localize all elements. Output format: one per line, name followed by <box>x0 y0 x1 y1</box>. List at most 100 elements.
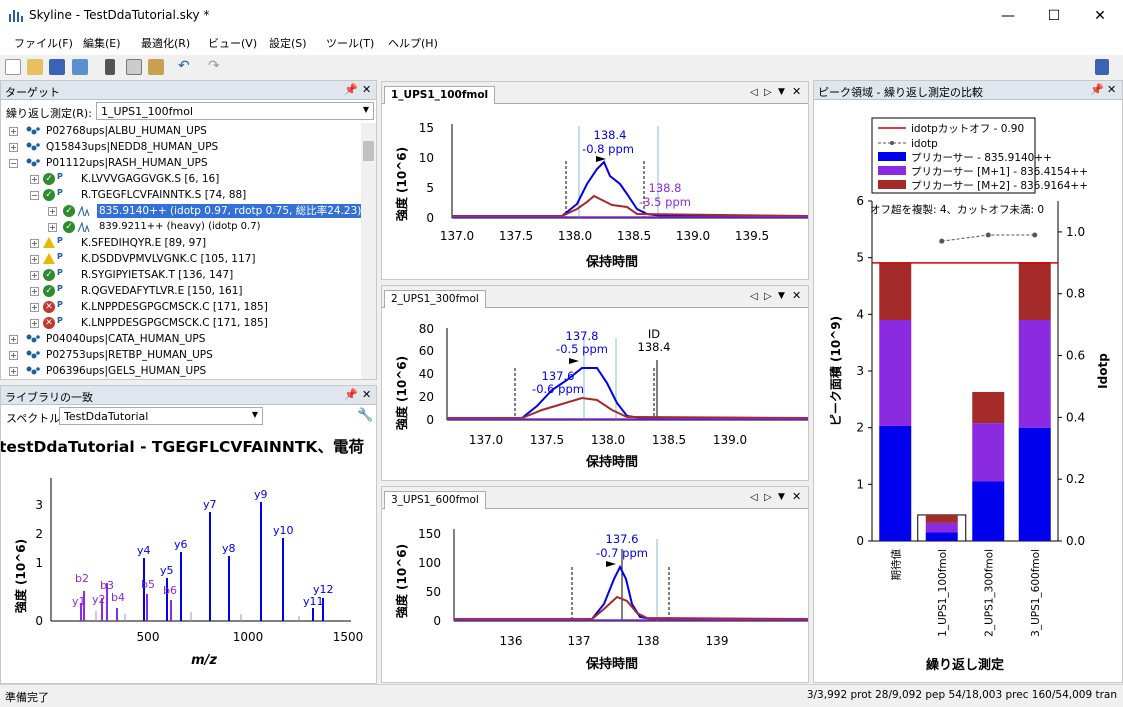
peak-annotation: 137.6 <box>542 369 575 383</box>
expand-icon[interactable]: + <box>9 143 18 152</box>
pin-icon[interactable]: 📌 <box>344 83 358 96</box>
tree-row-precursor[interactable]: + ✓ 839.9211++ (heavy) (idotp 0.7) <box>1 219 361 235</box>
nav-right-icon[interactable]: ▷ <box>764 492 772 503</box>
panel-close-icon[interactable]: ✕ <box>362 83 372 96</box>
expand-icon[interactable]: + <box>30 239 39 248</box>
menu-edit[interactable]: 編集(E) <box>83 37 121 50</box>
expand-icon[interactable]: + <box>9 127 18 136</box>
cutoff-note: オフ超を複製: 4、カットオフ未満: 0 <box>870 203 1044 216</box>
pin-icon[interactable]: 📌 <box>344 388 358 401</box>
panel-close-icon[interactable]: ✕ <box>362 388 372 401</box>
spectrum-select[interactable]: TestDdaTutorial ▼ <box>59 407 263 425</box>
expand-icon[interactable]: + <box>30 255 39 264</box>
expand-icon[interactable]: + <box>9 335 18 344</box>
target-tree[interactable]: + P02768ups|ALBU_HUMAN_UPS + Q15843ups|NED… <box>1 123 361 379</box>
tree-scrollbar[interactable] <box>361 123 376 379</box>
nav-right-icon[interactable]: ▷ <box>764 291 772 302</box>
ytick: 15 <box>419 121 434 135</box>
menu-refine[interactable]: 最適化(R) <box>141 37 191 50</box>
menu-bar: ファイル(F) 編集(E) 最適化(R) ビュー(V) 設定(S) ツール(T)… <box>0 31 1123 55</box>
scroll-thumb[interactable] <box>363 141 374 161</box>
tree-row-peptide[interactable]: + ✓ P R.QGVEDAFYTLVR.E [150, 161] <box>1 283 361 299</box>
nav-left-icon[interactable]: ◁ <box>750 291 758 302</box>
expand-icon[interactable]: + <box>48 207 57 216</box>
wrench-icon[interactable]: 🔧 <box>357 408 374 423</box>
expand-icon[interactable]: + <box>30 287 39 296</box>
bar-segment <box>1018 320 1051 428</box>
panel-close-icon[interactable]: ✕ <box>792 490 802 503</box>
nav-left-icon[interactable]: ◁ <box>750 492 758 503</box>
peak-annotation: 137.6 <box>606 532 639 546</box>
expand-icon[interactable]: + <box>48 223 57 232</box>
collapse-icon[interactable]: − <box>30 191 39 200</box>
new-file-icon[interactable] <box>5 59 21 75</box>
expand-icon[interactable]: + <box>9 351 18 360</box>
y2tick: 1.0 <box>1066 225 1085 239</box>
tree-row-peptide[interactable]: + ✕ P K.LNPPDESGPGCMSCK.C [171, 185] <box>1 299 361 315</box>
copy-icon[interactable] <box>126 59 142 75</box>
tree-row-protein[interactable]: + P06396ups|GELS_HUMAN_UPS <box>1 363 361 379</box>
panel-close-icon[interactable]: ✕ <box>1107 83 1117 96</box>
spectrum-chart: testDdaTutorial - TGEGFLCVFAINNTK、電荷 強度 … <box>1 438 364 668</box>
menu-settings[interactable]: 設定(S) <box>269 37 307 50</box>
panel-close-icon[interactable]: ✕ <box>792 85 802 98</box>
legend-swatch-m1 <box>878 166 906 175</box>
tree-row-peptide[interactable]: − ✓ P R.TGEGFLCVFAINNTK.S [74, 88] <box>1 187 361 203</box>
tab-1-ups1-100fmol[interactable]: 1_UPS1_100fmol <box>384 86 496 104</box>
tree-row-peptide[interactable]: + ✕ P K.LNPPDESGPGCMSCK.C [171, 185] <box>1 315 361 331</box>
library-title: ライブラリの一致 <box>5 391 93 404</box>
tree-row-protein[interactable]: + P02768ups|ALBU_HUMAN_UPS <box>1 123 361 139</box>
tree-row-peptide[interactable]: + ✓ P K.LVVVGAGGVGK.S [6, 16] <box>1 171 361 187</box>
tab-3-ups1-600fmol[interactable]: 3_UPS1_600fmol <box>384 491 486 509</box>
integrate-icon[interactable] <box>1095 59 1109 75</box>
ion-label: y7 <box>203 498 217 511</box>
chevron-down-icon[interactable]: ▼ <box>778 87 785 97</box>
bar-segment <box>879 320 912 426</box>
tree-row-precursor-selected[interactable]: + ✓ 835.9140++ (idotp 0.97, rdotp 0.75, 総比… <box>1 203 361 219</box>
ytick: 1 <box>856 477 864 491</box>
expand-icon[interactable]: + <box>30 319 39 328</box>
expand-icon[interactable]: + <box>30 303 39 312</box>
menu-help[interactable]: ヘルプ(H) <box>388 37 438 50</box>
tree-row-protein[interactable]: − P01112ups|RASH_HUMAN_UPS <box>1 155 361 171</box>
publish-icon[interactable] <box>72 59 88 75</box>
nav-right-icon[interactable]: ▷ <box>764 87 772 98</box>
minimize-button[interactable]: — <box>1001 7 1015 24</box>
chevron-down-icon[interactable]: ▼ <box>778 291 785 301</box>
cut-icon[interactable] <box>105 59 115 75</box>
redo-icon[interactable]: ↷ <box>208 58 220 74</box>
panel-close-icon[interactable]: ✕ <box>792 289 802 302</box>
expand-icon[interactable]: + <box>30 175 39 184</box>
undo-icon[interactable]: ↶ <box>178 58 190 74</box>
chromatogram-panel-1: 1_UPS1_100fmol ◁ ▷ ▼ ✕ 強度 (10^6) 0 5 10 … <box>381 81 809 280</box>
chevron-down-icon[interactable]: ▼ <box>778 492 785 502</box>
paste-icon[interactable] <box>148 59 164 75</box>
chevron-down-icon: ▼ <box>251 410 258 419</box>
tree-row-peptide[interactable]: + ✓ P R.SYGIPYIETSAK.T [136, 147] <box>1 267 361 283</box>
warning-icon <box>43 237 55 248</box>
tree-row-protein[interactable]: + P02753ups|RETBP_HUMAN_UPS <box>1 347 361 363</box>
ion-label: y2 <box>92 593 106 606</box>
replicate-select[interactable]: 1_UPS1_100fmol ▼ <box>96 102 374 120</box>
maximize-button[interactable]: ☐ <box>1047 7 1061 24</box>
tab-2-ups1-300fmol[interactable]: 2_UPS1_300fmol <box>384 290 486 308</box>
menu-tools[interactable]: ツール(T) <box>326 37 375 50</box>
ytick: 100 <box>418 556 441 570</box>
expand-icon[interactable]: + <box>30 271 39 280</box>
toolbar <box>0 55 1123 79</box>
tree-row-protein[interactable]: + P04040ups|CATA_HUMAN_UPS <box>1 331 361 347</box>
nav-left-icon[interactable]: ◁ <box>750 87 758 98</box>
save-icon[interactable] <box>49 59 65 75</box>
menu-file[interactable]: ファイル(F) <box>14 37 73 50</box>
close-button[interactable]: ✕ <box>1094 7 1106 24</box>
pin-icon[interactable]: 📌 <box>1090 83 1104 96</box>
menu-view[interactable]: ビュー(V) <box>208 37 258 50</box>
collapse-icon[interactable]: − <box>9 159 18 168</box>
tree-row-protein[interactable]: + Q15843ups|NEDD8_HUMAN_UPS <box>1 139 361 155</box>
expand-icon[interactable]: + <box>9 367 18 376</box>
open-folder-icon[interactable] <box>27 59 43 75</box>
bar-segment <box>1018 262 1051 320</box>
tree-row-peptide[interactable]: + P K.SFEDIHQYR.E [89, 97] <box>1 235 361 251</box>
peak-area-header: ピーク領域 - 繰り返し測定の比較 <box>814 81 1122 100</box>
tree-row-peptide[interactable]: + P K.DSDDVPMVLVGNK.C [105, 117] <box>1 251 361 267</box>
